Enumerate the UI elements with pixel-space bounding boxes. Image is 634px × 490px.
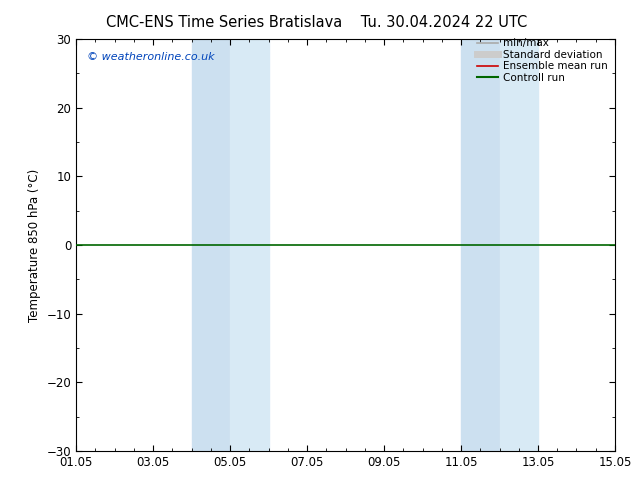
Text: CMC-ENS Time Series Bratislava    Tu. 30.04.2024 22 UTC: CMC-ENS Time Series Bratislava Tu. 30.04…: [107, 15, 527, 30]
Bar: [191, 39, 230, 451]
Text: © weatheronline.co.uk: © weatheronline.co.uk: [87, 51, 214, 62]
Y-axis label: Temperature 850 hPa (°C): Temperature 850 hPa (°C): [28, 169, 41, 321]
Legend: min/max, Standard deviation, Ensemble mean run, Controll run: min/max, Standard deviation, Ensemble me…: [475, 36, 610, 85]
Bar: [461, 39, 500, 451]
Bar: [500, 39, 538, 451]
Bar: [230, 39, 269, 451]
